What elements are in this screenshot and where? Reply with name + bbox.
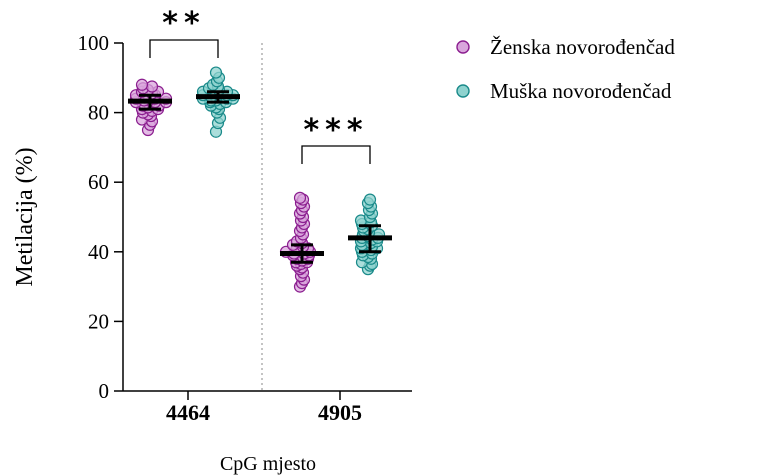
legend-label: Ženska novorođenčad bbox=[490, 35, 675, 59]
x-axis-label: CpG mjesto bbox=[220, 453, 316, 475]
significance-bracket bbox=[149, 39, 219, 58]
significance-label: ** bbox=[162, 6, 205, 41]
data-point bbox=[209, 66, 223, 79]
significance-annotations: ***** bbox=[149, 6, 371, 164]
x-ticks: 4464 4905 bbox=[166, 391, 362, 425]
legend-label: Muška novorođenčad bbox=[490, 79, 672, 103]
legend-marker bbox=[456, 40, 470, 54]
y-tick-label: 20 bbox=[88, 309, 109, 333]
significance-label: *** bbox=[303, 113, 368, 148]
significance-bracket bbox=[301, 145, 371, 164]
x-tick-label: 4464 bbox=[166, 400, 210, 425]
y-ticks: 0 20 40 60 80 100 bbox=[78, 31, 123, 403]
y-tick-label: 100 bbox=[78, 31, 110, 55]
legend-marker bbox=[456, 84, 470, 98]
axes: 0 20 40 60 80 100 4464 4905 Metilacija (%) CpG… bbox=[12, 31, 412, 475]
data-point bbox=[145, 80, 159, 93]
data-point bbox=[135, 78, 149, 91]
y-tick-label: 40 bbox=[88, 240, 109, 264]
y-tick-label: 60 bbox=[88, 170, 109, 194]
y-axis-label: Metilacija (%) bbox=[12, 147, 38, 286]
y-tick-label: 80 bbox=[88, 101, 109, 125]
data-point bbox=[363, 193, 377, 206]
x-tick-label: 4905 bbox=[318, 400, 362, 425]
data-point bbox=[293, 191, 307, 204]
median-iqr-bars bbox=[128, 90, 392, 264]
legend: Ženska novorođenčad Muška novorođenčad bbox=[456, 35, 675, 103]
y-tick-label: 0 bbox=[99, 379, 110, 403]
